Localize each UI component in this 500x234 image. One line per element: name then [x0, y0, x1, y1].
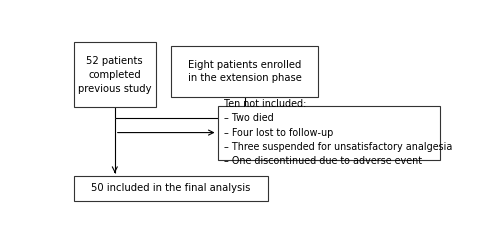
Bar: [171, 46, 318, 97]
Bar: [74, 43, 156, 107]
Text: 52 patients
completed
previous study: 52 patients completed previous study: [78, 56, 152, 94]
Text: Ten not included:
– Two died
– Four lost to follow-up
– Three suspended for unsa: Ten not included: – Two died – Four lost…: [224, 99, 453, 166]
Bar: [218, 106, 440, 160]
Text: 50 included in the final analysis: 50 included in the final analysis: [92, 183, 250, 194]
Bar: [74, 176, 268, 201]
Text: Eight patients enrolled
in the extension phase: Eight patients enrolled in the extension…: [188, 59, 302, 83]
